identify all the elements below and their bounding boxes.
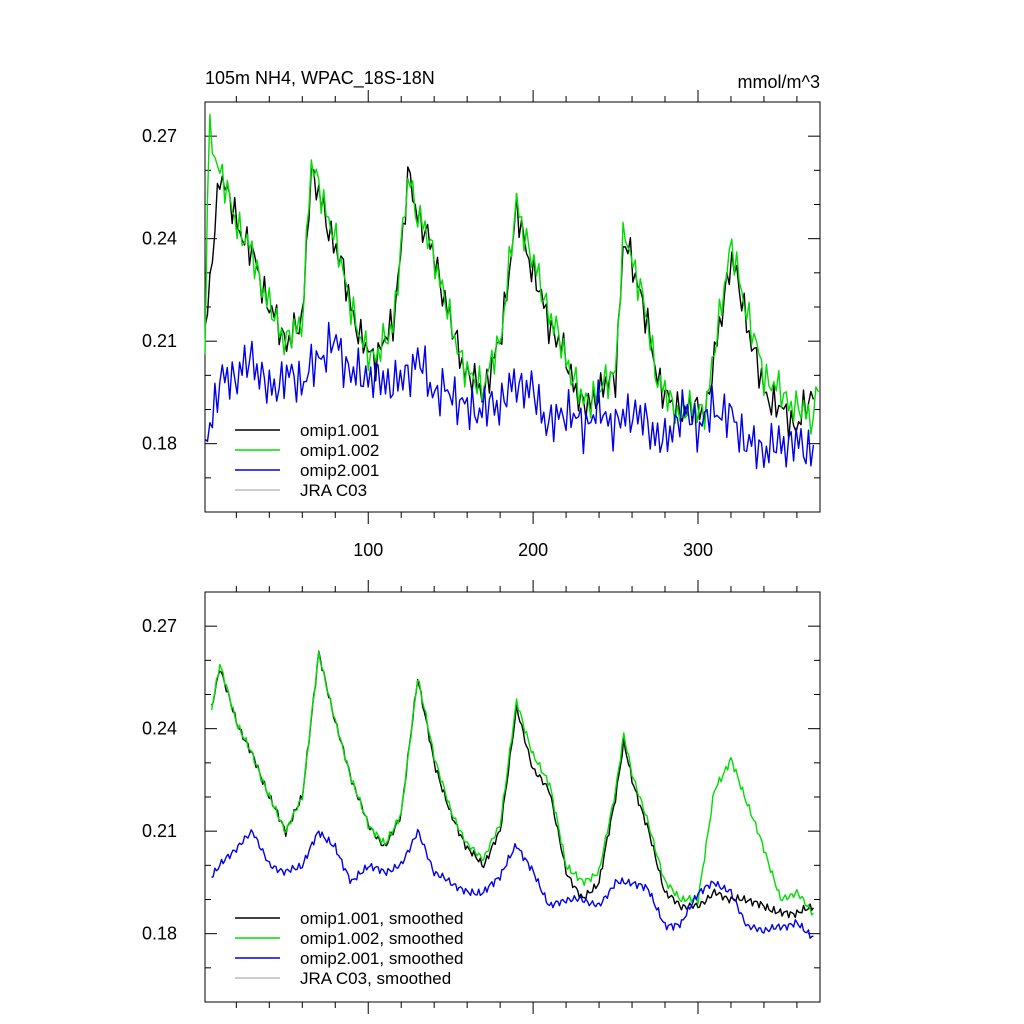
series-line xyxy=(204,321,815,470)
plot-frame xyxy=(204,101,821,513)
legend-label: omip1.001 xyxy=(300,421,379,440)
legend-label: omip1.001, smoothed xyxy=(300,909,464,928)
y-tick-label: 0.21 xyxy=(142,821,177,841)
legend-label: JRA C03, smoothed xyxy=(300,969,451,988)
plot-frame xyxy=(204,591,821,1003)
y-tick-label: 0.18 xyxy=(142,924,177,944)
legend-label: omip2.001 xyxy=(300,461,379,480)
y-tick-label: 0.27 xyxy=(142,126,177,146)
x-tick-label: 200 xyxy=(518,540,548,560)
x-tick-label: 100 xyxy=(353,540,383,560)
legend-label: JRA C03 xyxy=(300,481,367,500)
panel-raw: 0.18 0.21 0.24 0.27 100 200 300 omip1.001omip1.… xyxy=(142,90,821,560)
series-line xyxy=(204,113,820,435)
series-line xyxy=(210,650,814,919)
y-tick-label: 0.21 xyxy=(142,331,177,351)
y-tick-label: 0.24 xyxy=(142,229,177,249)
panel-smoothed: 0.18 0.21 0.24 0.27 omip1.001, smoothedomip1… xyxy=(142,580,821,1014)
chart-title: 105m NH4, WPAC_18S-18N xyxy=(205,68,435,89)
legend-label: omip1.002 xyxy=(300,441,379,460)
y-tick-label: 0.18 xyxy=(142,434,177,454)
x-tick-label: 300 xyxy=(683,540,713,560)
series-line xyxy=(211,828,814,939)
y-tick-label: 0.24 xyxy=(142,719,177,739)
units-label: mmol/m^3 xyxy=(738,72,820,92)
y-tick-label: 0.27 xyxy=(142,616,177,636)
legend-label: omip2.001, smoothed xyxy=(300,949,464,968)
series-line xyxy=(210,651,814,916)
legend-label: omip1.002, smoothed xyxy=(300,929,464,948)
